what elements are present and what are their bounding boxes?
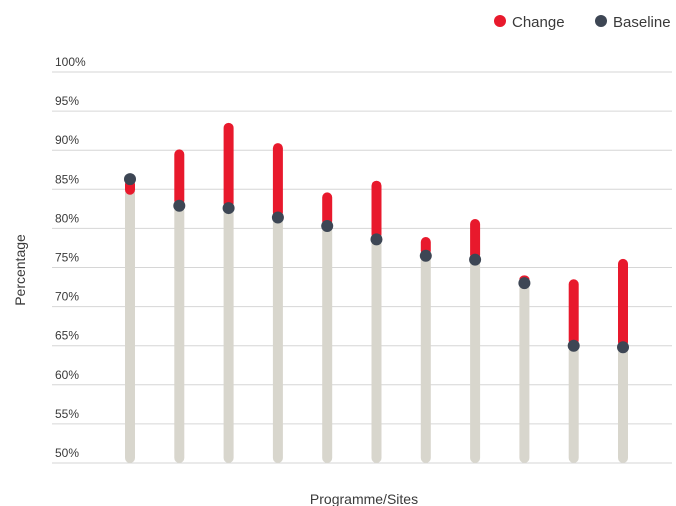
y-tick-label: 50% bbox=[55, 446, 79, 460]
baseline-point bbox=[321, 220, 334, 233]
y-tick-label: 85% bbox=[55, 172, 79, 186]
y-tick-labels: 50% 55% 60% 65% 70% 75% 80% 85% 90% 95% 100% bbox=[55, 55, 86, 460]
y-tick-label: 75% bbox=[55, 251, 79, 265]
legend-change-label: Change bbox=[512, 14, 565, 31]
y-tick-label: 60% bbox=[55, 368, 79, 382]
change-bar bbox=[618, 258, 628, 348]
change-bar bbox=[371, 180, 382, 240]
change-bar bbox=[223, 122, 234, 209]
y-tick-label: 90% bbox=[55, 133, 79, 147]
y-tick-label: 55% bbox=[55, 407, 79, 421]
y-tick-label: 95% bbox=[55, 94, 79, 108]
change-bar bbox=[322, 192, 333, 227]
background-bar bbox=[371, 239, 382, 463]
background-bar bbox=[519, 283, 530, 463]
change-bar bbox=[174, 149, 185, 206]
y-tick-label: 100% bbox=[55, 55, 86, 69]
baseline-point bbox=[469, 253, 482, 266]
legend-baseline-marker bbox=[595, 15, 607, 27]
background-bar bbox=[420, 255, 431, 463]
background-bar bbox=[272, 217, 283, 463]
change-bar bbox=[568, 279, 579, 346]
background-bar bbox=[322, 226, 333, 463]
background-bar bbox=[470, 259, 481, 463]
baseline-point bbox=[370, 233, 383, 246]
y-axis-title: Percentage bbox=[12, 234, 28, 306]
baseline-point bbox=[419, 249, 432, 262]
gridlines bbox=[52, 71, 672, 464]
background-bar bbox=[568, 345, 579, 463]
baseline-point bbox=[617, 341, 629, 354]
y-tick-label: 65% bbox=[55, 329, 79, 343]
baseline-point bbox=[222, 202, 235, 215]
legend-baseline-label: Baseline bbox=[613, 14, 671, 31]
y-tick-label: 70% bbox=[55, 290, 79, 304]
background-bars bbox=[125, 179, 628, 464]
baseline-point bbox=[567, 339, 580, 352]
change-bar bbox=[272, 143, 283, 218]
baseline-points bbox=[124, 173, 629, 354]
background-bar bbox=[125, 179, 135, 463]
x-axis-title: Programme/Sites bbox=[310, 491, 418, 506]
baseline-point bbox=[124, 173, 136, 186]
background-bar bbox=[174, 205, 185, 464]
baseline-point bbox=[518, 277, 531, 290]
baseline-point bbox=[173, 199, 186, 212]
legend: Change Baseline bbox=[494, 14, 671, 31]
y-tick-label: 80% bbox=[55, 211, 79, 225]
background-bar bbox=[223, 208, 234, 463]
change-bar bbox=[470, 219, 481, 260]
background-bar bbox=[618, 347, 628, 463]
baseline-point bbox=[271, 211, 284, 224]
legend-change-marker bbox=[494, 15, 506, 27]
